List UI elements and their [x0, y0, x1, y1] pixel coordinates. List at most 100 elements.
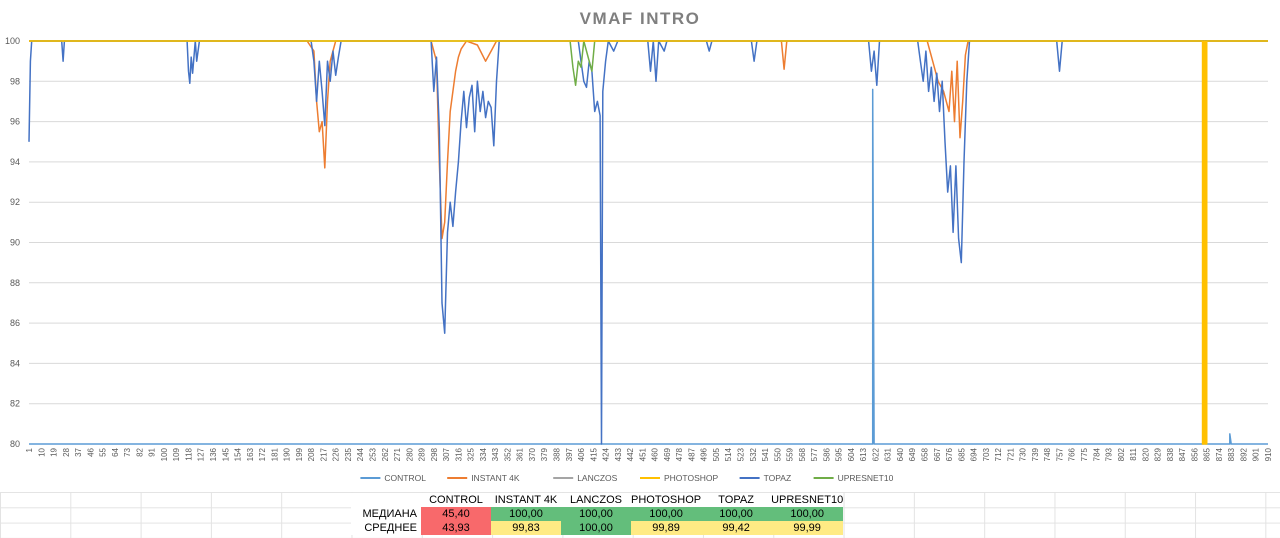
- x-tick-label: 406: [577, 447, 586, 461]
- median-upresnet10: 100,00: [771, 507, 844, 521]
- x-tick-label: 262: [381, 447, 390, 461]
- x-tick-label: 676: [945, 447, 954, 461]
- y-tick-label: 82: [10, 399, 20, 409]
- x-tick-label: 847: [1178, 447, 1187, 461]
- x-tick-label: 433: [614, 447, 623, 461]
- series-line-photoshop: [29, 40, 1268, 445]
- x-tick-label: 217: [319, 447, 328, 461]
- x-tick-label: 739: [1031, 447, 1040, 461]
- header-lanczos: LANCZOS: [561, 493, 631, 507]
- legend-label: UPRESNET10: [838, 473, 894, 483]
- x-tick-label: 154: [234, 447, 243, 461]
- x-tick-label: 802: [1117, 447, 1126, 461]
- x-tick-label: 181: [270, 447, 279, 461]
- x-tick-label: 883: [1227, 447, 1236, 461]
- x-tick-label: 766: [1068, 447, 1077, 461]
- mean-photoshop: 99,89: [631, 521, 702, 535]
- series-lines: [28, 40, 1268, 445]
- legend-label: INSTANT 4K: [471, 473, 520, 483]
- header-photoshop: PHOTOSHOP: [631, 493, 702, 507]
- median-row: МЕДИАНА 45,40 100,00 100,00 100,00 100,0…: [351, 507, 844, 521]
- x-tick-label: 649: [908, 447, 917, 461]
- mean-control: 43,93: [421, 521, 491, 535]
- header-topaz: TOPAZ: [701, 493, 772, 507]
- x-tick-label: 460: [651, 447, 660, 461]
- header-control: CONTROL: [421, 493, 491, 507]
- legend-item: INSTANT 4K: [447, 473, 520, 483]
- vmaf-chart: VMAF INTRO 80 82 84 86 88 90 92 94 96 98 100 1 10 19…: [5, 9, 1273, 483]
- x-tick-label: 712: [994, 447, 1003, 461]
- x-tick-label: 370: [528, 447, 537, 461]
- y-tick-label: 88: [10, 278, 20, 288]
- x-tick-label: 343: [491, 447, 500, 461]
- mean-label: СРЕДНЕЕ: [351, 521, 421, 535]
- x-tick-label: 586: [822, 447, 831, 461]
- x-tick-label: 244: [356, 447, 365, 461]
- x-tick-label: 280: [405, 447, 414, 461]
- x-tick-label: 424: [602, 447, 611, 461]
- summary-sheet: CONTROL INSTANT 4K LANCZOS PHOTOSHOP TOP…: [0, 492, 1280, 538]
- x-tick-label: 820: [1141, 447, 1150, 461]
- x-tick-label: 811: [1129, 447, 1138, 460]
- x-tick-label: 550: [773, 447, 782, 461]
- legend-item: TOPAZ: [739, 473, 791, 483]
- x-tick-label: 172: [258, 447, 267, 461]
- y-tick-label: 98: [10, 76, 20, 86]
- x-tick-label: 532: [749, 447, 758, 461]
- x-tick-label: 235: [344, 447, 353, 461]
- x-tick-label: 64: [111, 447, 120, 456]
- x-tick-label: 856: [1190, 447, 1199, 461]
- mean-instant-4k: 99,83: [491, 521, 561, 535]
- x-tick-label: 253: [368, 447, 377, 461]
- x-tick-label: 379: [540, 447, 549, 461]
- x-tick-label: 100: [160, 447, 169, 461]
- x-tick-label: 514: [724, 447, 733, 461]
- median-lanczos: 100,00: [561, 507, 631, 521]
- y-tick-label: 96: [10, 117, 20, 127]
- x-tick-label: 694: [970, 447, 979, 461]
- x-tick-label: 604: [847, 447, 856, 461]
- corner-cell: [351, 493, 421, 507]
- y-axis-ticks: 80 82 84 86 88 90 92 94 96 98 100: [5, 36, 20, 449]
- series-line-topaz: [28, 40, 1268, 445]
- header-instant-4k: INSTANT 4K: [491, 493, 561, 507]
- x-tick-label: 55: [99, 447, 108, 456]
- x-tick-label: 622: [871, 447, 880, 461]
- mean-topaz: 99,42: [701, 521, 772, 535]
- x-tick-label: 865: [1203, 447, 1212, 461]
- y-tick-label: 90: [10, 238, 20, 248]
- header-upresnet10: UPRESNET10: [771, 493, 844, 507]
- x-tick-label: 829: [1154, 447, 1163, 461]
- x-tick-label: 901: [1252, 447, 1261, 461]
- legend-item: PHOTOSHOP: [640, 473, 718, 483]
- x-tick-label: 73: [123, 447, 132, 456]
- mean-lanczos: 100,00: [561, 521, 631, 535]
- x-tick-label: 127: [197, 447, 206, 461]
- y-tick-label: 92: [10, 197, 20, 207]
- x-tick-label: 577: [810, 447, 819, 461]
- summary-table: CONTROL INSTANT 4K LANCZOS PHOTOSHOP TOP…: [351, 493, 844, 535]
- x-tick-label: 613: [859, 447, 868, 461]
- x-tick-label: 415: [589, 447, 598, 461]
- x-tick-label: 667: [933, 447, 942, 461]
- legend: CONTROL INSTANT 4K LANCZOS PHOTOSHOP TOPAZ UP…: [360, 473, 894, 483]
- median-instant-4k: 100,00: [491, 507, 561, 521]
- chart-title: VMAF INTRO: [580, 9, 701, 28]
- x-tick-label: 874: [1215, 447, 1224, 461]
- x-tick-label: 442: [626, 447, 635, 461]
- x-tick-label: 91: [148, 447, 157, 456]
- legend-label: PHOTOSHOP: [664, 473, 718, 483]
- median-photoshop: 100,00: [631, 507, 702, 521]
- summary-header-row: CONTROL INSTANT 4K LANCZOS PHOTOSHOP TOP…: [351, 493, 844, 507]
- x-tick-label: 298: [430, 447, 439, 461]
- x-tick-label: 82: [135, 447, 144, 456]
- x-tick-label: 163: [246, 447, 255, 461]
- x-tick-label: 793: [1105, 447, 1114, 461]
- y-gridlines: [29, 40, 1268, 445]
- x-tick-label: 658: [921, 447, 930, 461]
- x-tick-label: 640: [896, 447, 905, 461]
- series-line-instant-4k: [29, 40, 1268, 240]
- x-tick-label: 10: [37, 447, 46, 456]
- x-tick-label: 352: [503, 447, 512, 461]
- x-tick-label: 478: [675, 447, 684, 461]
